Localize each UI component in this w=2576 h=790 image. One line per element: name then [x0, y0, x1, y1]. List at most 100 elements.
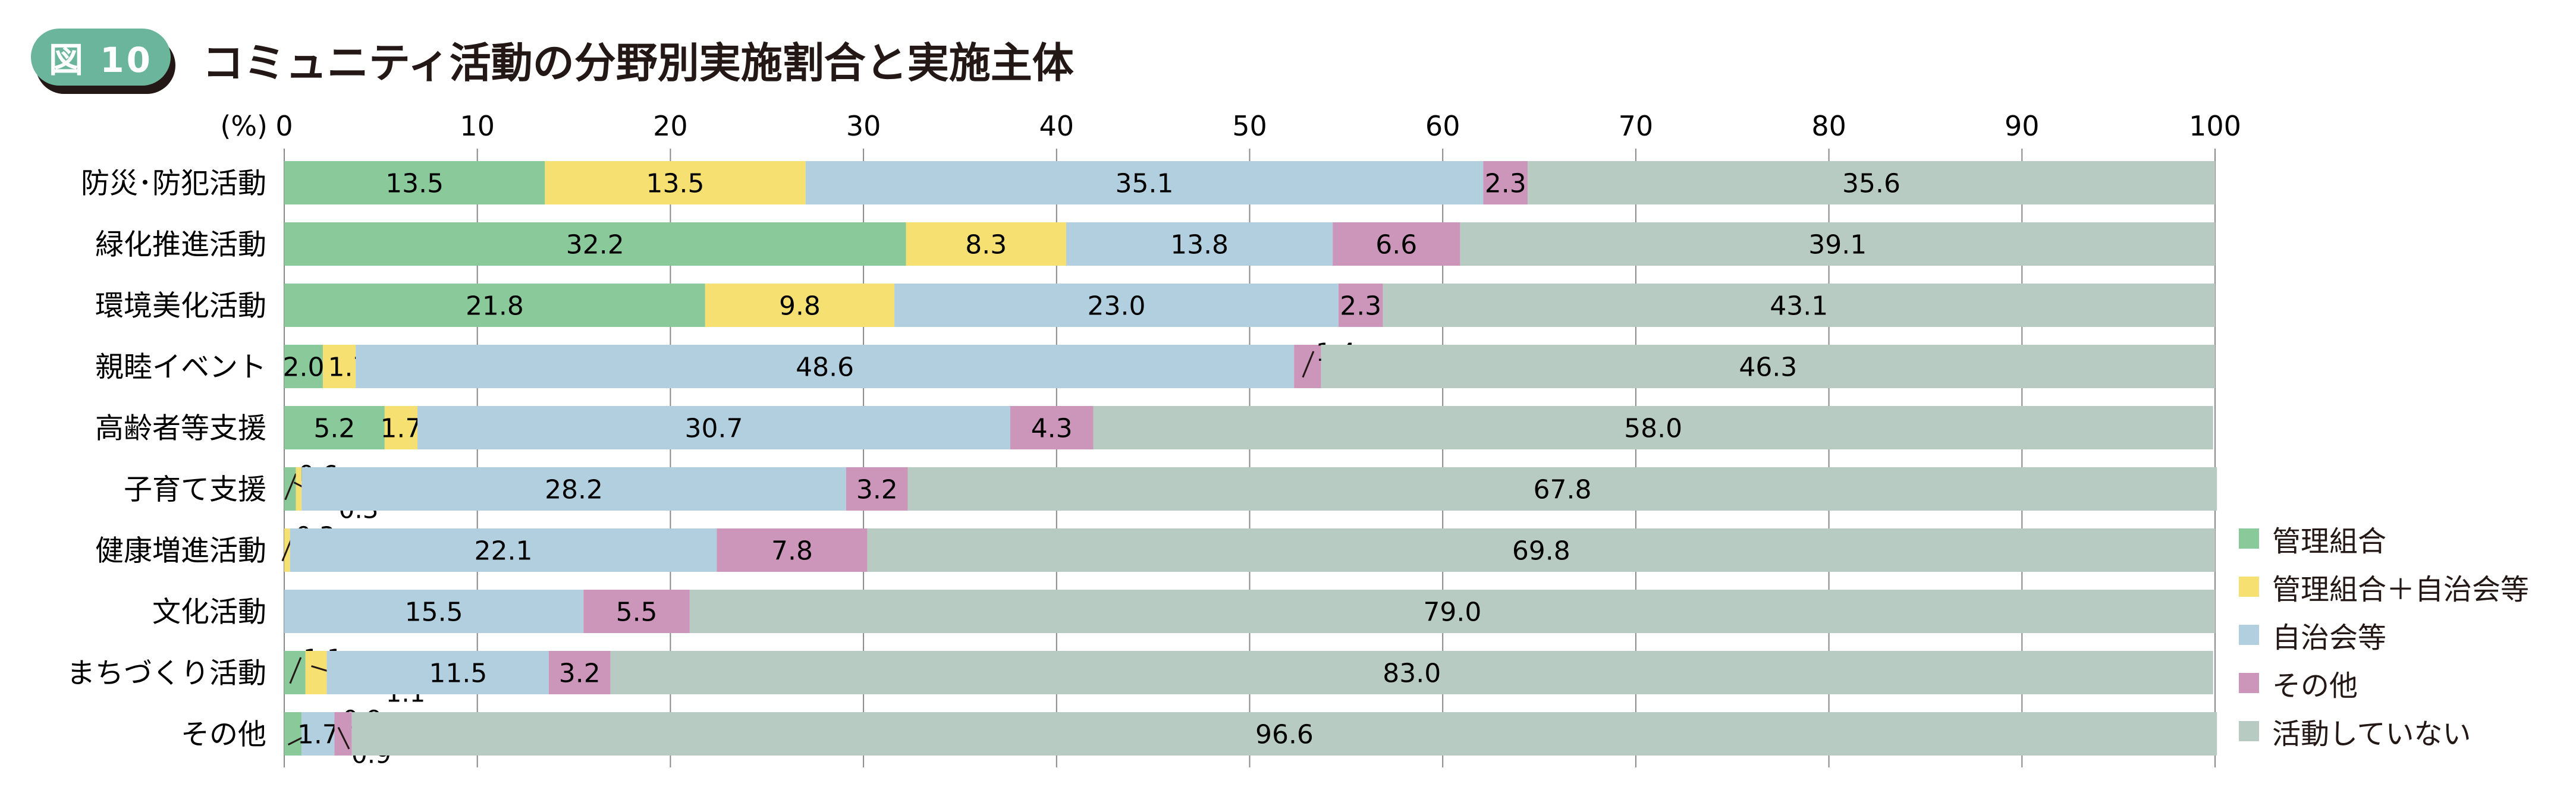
bar-segment	[894, 284, 1339, 327]
data-label: 7.8	[771, 536, 813, 566]
data-label: 28.2	[545, 475, 603, 505]
x-tick-label: 0	[275, 110, 293, 142]
bar-segment	[705, 284, 895, 327]
data-label: 15.5	[405, 597, 463, 628]
category-label: 防災･防犯活動	[81, 167, 266, 200]
bar-segment	[1321, 345, 2215, 388]
bar-segment	[417, 406, 1010, 449]
data-label: 1.7	[297, 720, 339, 750]
bar-segment	[545, 161, 806, 204]
bar-segment	[1093, 406, 2213, 449]
data-label: 2.3	[1485, 169, 1526, 199]
data-label: 9.8	[779, 291, 821, 322]
data-label: 96.6	[1255, 720, 1314, 750]
bar-segment	[907, 467, 2217, 511]
x-tick-label: 50	[1232, 110, 1267, 142]
bar-segment	[284, 590, 584, 633]
category-label: 健康増進活動	[95, 534, 266, 568]
legend-item: 管理組合＋自治会等	[2239, 562, 2529, 610]
category-label: まちづくり活動	[67, 657, 266, 690]
data-label: 32.2	[566, 230, 624, 260]
legend-item: 管理組合	[2239, 514, 2529, 562]
category-label: 親睦イベント	[95, 351, 266, 384]
x-tick-label: 40	[1039, 110, 1075, 142]
bar-segment	[1460, 222, 2215, 266]
bar-segment	[351, 712, 2217, 756]
category-label: その他	[181, 718, 266, 751]
bar-segment	[290, 528, 717, 572]
data-label: 5.5	[616, 597, 658, 628]
bar-segment	[610, 651, 2213, 694]
bar-segment	[689, 590, 2215, 633]
bar-segment	[846, 467, 908, 511]
bar-segment	[326, 651, 549, 694]
legend-label: 活動していない	[2272, 717, 2471, 751]
x-tick-label: 100	[2189, 110, 2241, 142]
bar-segment	[284, 712, 302, 756]
bar-segment	[1528, 161, 2215, 204]
legend-swatch	[2239, 576, 2259, 597]
callout-line	[337, 726, 350, 750]
data-label: 43.1	[1770, 291, 1828, 322]
bar-segment	[301, 467, 846, 511]
bar-segment	[1383, 284, 2215, 327]
x-tick-label: 70	[1619, 110, 1654, 142]
bar-segment	[906, 222, 1067, 266]
data-label: 46.3	[1739, 352, 1797, 383]
category-label: 子育て支援	[124, 473, 266, 506]
category-label: 文化活動	[152, 596, 266, 629]
data-label: 69.8	[1512, 536, 1570, 566]
callout-line	[289, 657, 302, 684]
bar-segment	[1338, 284, 1383, 327]
bar-segment	[284, 284, 705, 327]
legend-label: 管理組合＋自治会等	[2272, 572, 2530, 606]
legend: 管理組合管理組合＋自治会等 自治会等その他活動していない	[2239, 514, 2529, 755]
bar-segment	[867, 528, 2215, 572]
legend-swatch	[2239, 720, 2259, 741]
bar-segment	[296, 467, 302, 511]
figure-badge: 図 10	[31, 29, 171, 86]
x-tick-label: 30	[846, 110, 881, 142]
bar-segment	[356, 345, 1295, 388]
bar-segment	[1333, 222, 1460, 266]
bar-segment	[548, 651, 611, 694]
data-label: 11.5	[429, 659, 487, 689]
data-label: 30.7	[684, 414, 743, 444]
x-tick-label: 20	[653, 110, 688, 142]
data-label: 6.6	[1375, 230, 1417, 260]
data-label: 48.6	[796, 352, 854, 383]
data-label: 22.1	[475, 536, 533, 566]
legend-item: その他	[2239, 659, 2529, 707]
callout-line	[284, 473, 297, 501]
data-label: 3.2	[559, 659, 601, 689]
data-label: 4.3	[1031, 414, 1073, 444]
bar-segment	[284, 345, 323, 388]
x-tick-label: 60	[1425, 110, 1460, 142]
legend-item: 自治会等	[2239, 610, 2529, 659]
unit-label: (%)	[220, 110, 268, 142]
bar-segment	[305, 651, 327, 694]
data-label: 2.0	[282, 352, 324, 383]
bar-segment	[1066, 222, 1333, 266]
bar-segment	[284, 406, 385, 449]
category-label: 環境美化活動	[95, 289, 266, 323]
data-label: 13.8	[1170, 230, 1229, 260]
category-label: 緑化推進活動	[95, 228, 266, 262]
bar-segment	[334, 712, 352, 756]
data-label: 83.0	[1383, 659, 1441, 689]
bar-segment	[284, 161, 545, 204]
bar-segment	[717, 528, 868, 572]
legend-label: 管理組合	[2272, 524, 2387, 558]
data-label: 23.0	[1087, 291, 1145, 322]
x-tick-label: 80	[1811, 110, 1846, 142]
legend-label: 自治会等	[2272, 621, 2387, 654]
bar-segment	[284, 222, 906, 266]
data-label: 3.2	[856, 475, 898, 505]
chart-title: コミュニティ活動の分野別実施割合と実施主体	[202, 39, 1074, 87]
data-label: 13.5	[385, 169, 444, 199]
bar-segment	[384, 406, 418, 449]
category-label: 高齢者等支援	[95, 412, 266, 445]
x-tick-label: 10	[460, 110, 495, 142]
bar-segment	[1010, 406, 1094, 449]
